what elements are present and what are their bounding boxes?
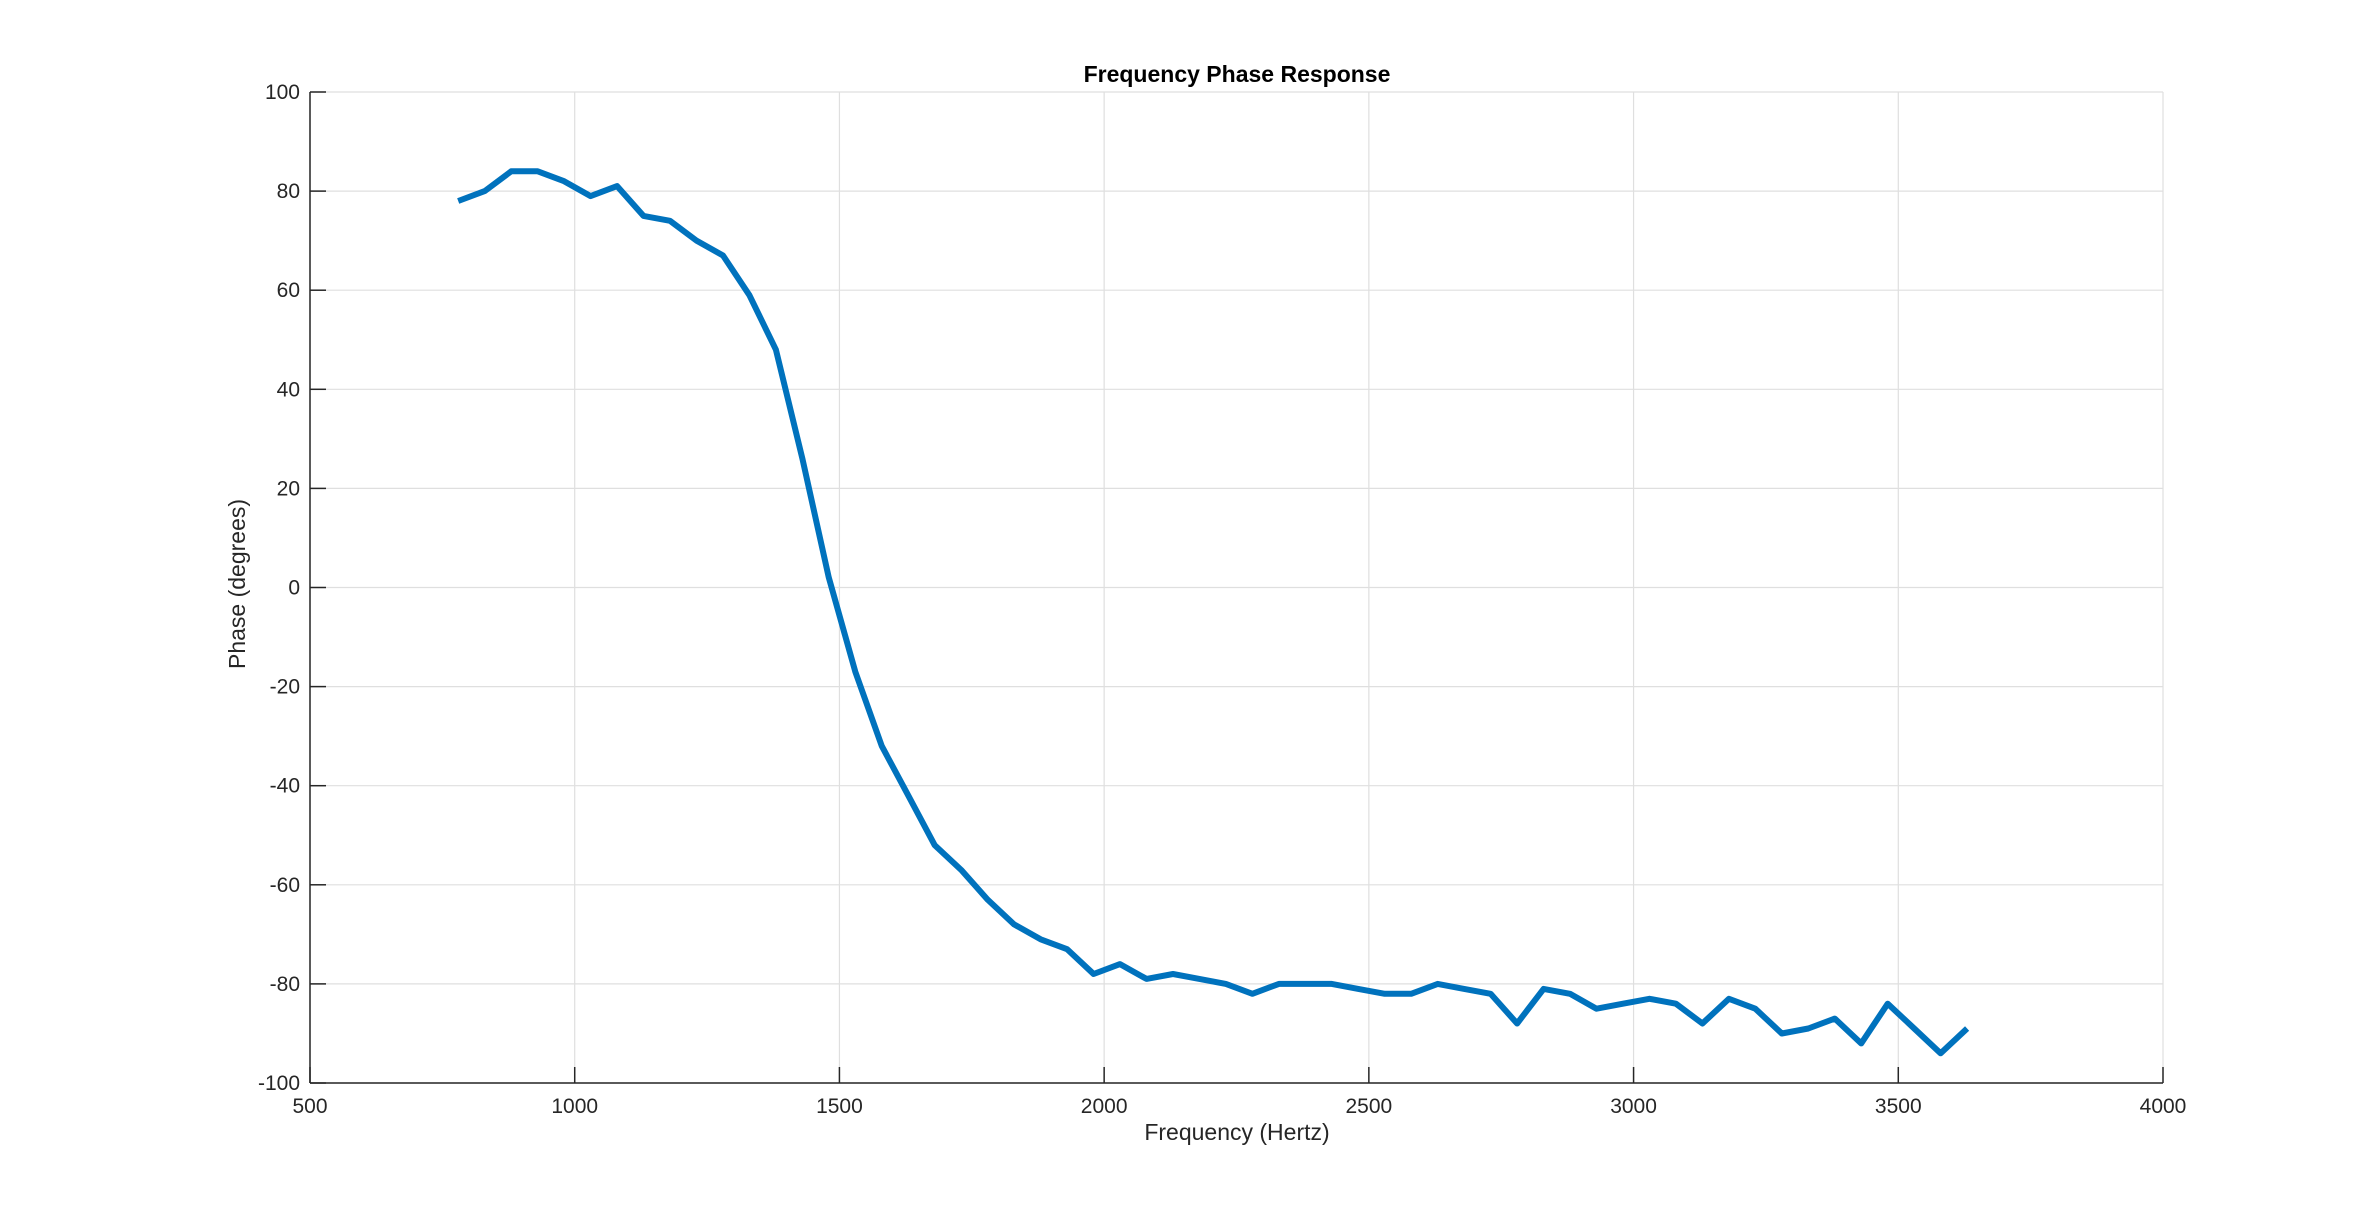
x-tick-label: 2500 xyxy=(1345,1095,1392,1118)
y-tick-label: 0 xyxy=(288,577,300,600)
y-axis-label: Phase (degrees) xyxy=(224,499,250,669)
y-tick-label: 20 xyxy=(277,477,300,500)
y-tick-label: 100 xyxy=(265,81,300,104)
axes xyxy=(309,91,2164,1084)
y-tick-label: 60 xyxy=(277,279,300,302)
y-tick-label: -60 xyxy=(270,874,300,897)
plot-area xyxy=(457,168,1970,1057)
tick-labels: 500 1000 1500 2000 2500 3000 3500 4000-100-80-6… xyxy=(258,81,2186,1118)
x-tick-label: 3000 xyxy=(1610,1095,1657,1118)
chart-title: Frequency Phase Response xyxy=(1084,61,1391,87)
y-tick-label: 40 xyxy=(277,378,300,401)
x-tick-label: 4000 xyxy=(2140,1095,2187,1118)
y-tick-label: -20 xyxy=(270,676,300,699)
y-tick-label: 80 xyxy=(277,180,300,203)
grid xyxy=(309,91,2164,1084)
x-tick-label: 500 xyxy=(292,1095,327,1118)
x-tick-label: 1000 xyxy=(551,1095,598,1118)
x-tick-label: 3500 xyxy=(1875,1095,1922,1118)
x-tick-label: 2000 xyxy=(1081,1095,1128,1118)
y-tick-label: -40 xyxy=(270,775,300,798)
y-tick-label: -100 xyxy=(258,1072,300,1095)
x-axis-label: Frequency (Hertz) xyxy=(1144,1119,1329,1145)
phase-series-line xyxy=(457,168,1970,1057)
x-tick-label: 1500 xyxy=(816,1095,863,1118)
y-tick-label: -80 xyxy=(270,973,300,996)
